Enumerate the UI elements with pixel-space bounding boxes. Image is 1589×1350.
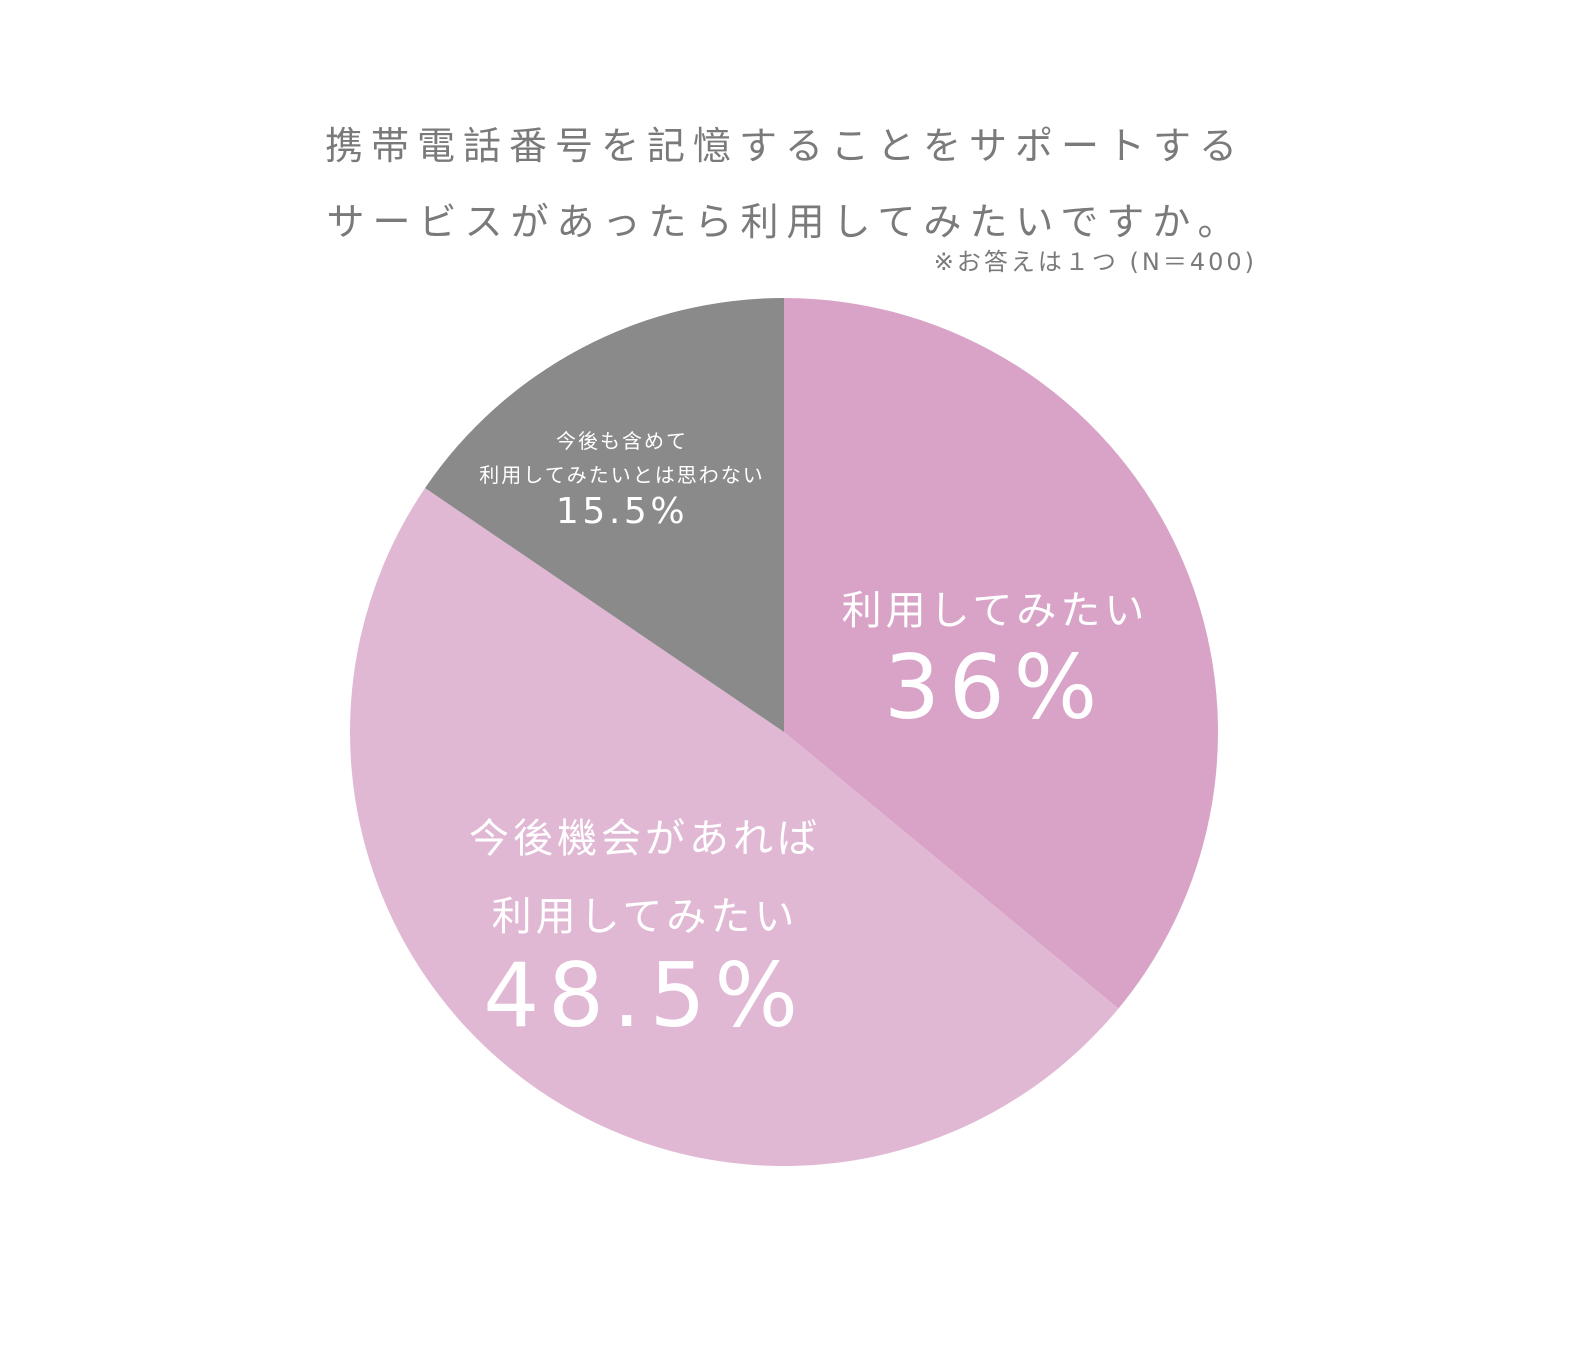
pie-slice (784, 298, 1218, 1009)
chart-title: 携帯電話番号を記憶することをサポートする サービスがあったら利用してみたいですか… (324, 124, 1245, 244)
value-label: 48.5% (483, 944, 807, 1047)
pie-slice (425, 298, 784, 732)
slice-label: 今後も含めて 利用してみたいとは思わない (479, 429, 765, 487)
slice-label: 今後機会があれば 利用してみたい (469, 816, 821, 940)
value-label: 36% (884, 636, 1106, 739)
value-label: 15.5% (555, 491, 689, 532)
chart-subtitle: ※お答えは１つ (N＝400) (933, 248, 1257, 276)
slice-label: 利用してみたい (841, 588, 1149, 634)
pie-slice (350, 488, 1119, 1167)
